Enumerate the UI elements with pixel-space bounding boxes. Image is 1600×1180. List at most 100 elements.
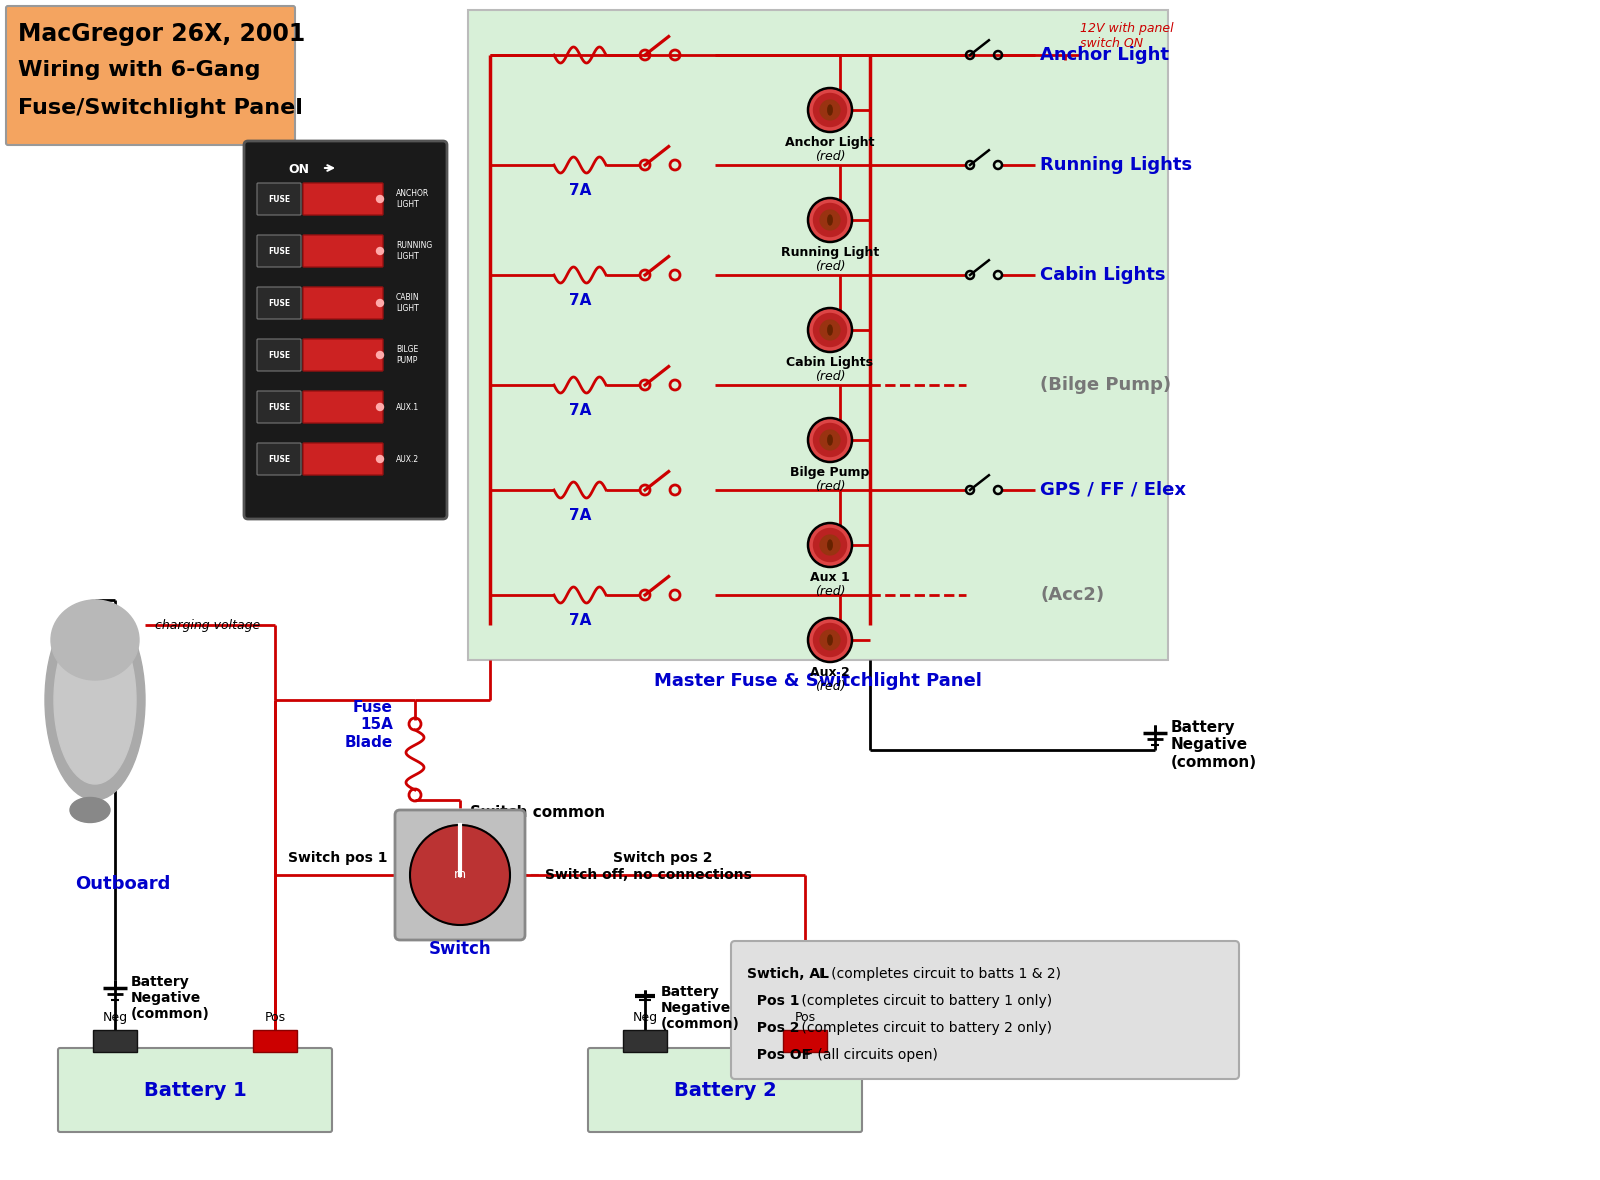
Circle shape [808, 418, 851, 463]
Text: (red): (red) [814, 260, 845, 273]
Text: (Acc2): (Acc2) [1040, 586, 1104, 604]
FancyBboxPatch shape [93, 1030, 138, 1053]
Text: Switch common: Switch common [470, 805, 605, 820]
Text: Wiring with 6-Gang: Wiring with 6-Gang [18, 60, 261, 80]
Text: (red): (red) [814, 371, 845, 384]
Circle shape [376, 455, 384, 463]
Text: Switch pos 1: Switch pos 1 [288, 851, 387, 865]
Text: 7A: 7A [570, 404, 590, 418]
Circle shape [376, 248, 384, 255]
Text: Swtich, AL: Swtich, AL [747, 966, 829, 981]
FancyBboxPatch shape [258, 442, 301, 476]
Text: Anchor Light: Anchor Light [1040, 46, 1170, 64]
FancyBboxPatch shape [258, 235, 301, 267]
Text: FUSE: FUSE [267, 299, 290, 308]
Text: MacGregor 26X, 2001: MacGregor 26X, 2001 [18, 22, 306, 46]
Text: charging voltage: charging voltage [155, 618, 261, 631]
Circle shape [821, 210, 840, 230]
Text: Pos 2: Pos 2 [747, 1021, 800, 1035]
Text: ON: ON [288, 163, 309, 176]
Text: (red): (red) [814, 150, 845, 163]
FancyBboxPatch shape [58, 1048, 333, 1132]
Circle shape [808, 308, 851, 352]
Text: Battery
Negative
(common): Battery Negative (common) [661, 985, 739, 1031]
FancyBboxPatch shape [258, 391, 301, 422]
Text: BILGE
PUMP: BILGE PUMP [397, 346, 418, 365]
Text: RUNNING
LIGHT: RUNNING LIGHT [397, 241, 432, 261]
Text: 7A: 7A [570, 612, 590, 628]
Circle shape [821, 535, 840, 555]
Text: Outboard: Outboard [75, 876, 170, 893]
Text: Switch pos 2: Switch pos 2 [613, 851, 712, 865]
Circle shape [376, 300, 384, 307]
Circle shape [410, 825, 510, 925]
Text: Running Light: Running Light [781, 245, 878, 258]
FancyBboxPatch shape [243, 140, 446, 519]
Ellipse shape [70, 798, 110, 822]
Circle shape [376, 404, 384, 411]
Text: Anchor Light: Anchor Light [786, 136, 875, 149]
FancyBboxPatch shape [258, 183, 301, 215]
FancyBboxPatch shape [302, 442, 382, 476]
Text: Cabin Lights: Cabin Lights [1040, 266, 1165, 284]
Circle shape [813, 424, 846, 457]
Ellipse shape [827, 324, 832, 335]
Text: FUSE: FUSE [267, 402, 290, 412]
Text: 7A: 7A [570, 509, 590, 523]
FancyBboxPatch shape [258, 339, 301, 371]
Circle shape [813, 93, 846, 126]
Ellipse shape [827, 635, 832, 645]
Circle shape [821, 630, 840, 650]
Ellipse shape [51, 599, 139, 680]
Text: Switch: Switch [429, 940, 491, 958]
Circle shape [808, 198, 851, 242]
Text: Neg: Neg [632, 1011, 658, 1024]
FancyBboxPatch shape [253, 1030, 298, 1053]
Text: (completes circuit to battery 1 only): (completes circuit to battery 1 only) [797, 994, 1053, 1008]
Circle shape [376, 196, 384, 203]
FancyBboxPatch shape [467, 9, 1168, 660]
Text: FUSE: FUSE [267, 350, 290, 360]
Text: (red): (red) [814, 585, 845, 598]
FancyBboxPatch shape [302, 235, 382, 267]
Text: Pos 1: Pos 1 [747, 994, 800, 1008]
Text: AUX.1: AUX.1 [397, 402, 419, 412]
Ellipse shape [54, 616, 136, 784]
FancyBboxPatch shape [782, 1030, 827, 1053]
Text: Neg: Neg [102, 1011, 128, 1024]
Circle shape [821, 430, 840, 450]
Text: Fuse
15A
Blade: Fuse 15A Blade [344, 700, 394, 749]
Text: F (all circuits open): F (all circuits open) [805, 1048, 938, 1062]
Circle shape [808, 88, 851, 132]
FancyBboxPatch shape [395, 809, 525, 940]
Text: AUX.2: AUX.2 [397, 454, 419, 464]
Text: m: m [454, 868, 466, 881]
Ellipse shape [827, 435, 832, 445]
FancyBboxPatch shape [302, 287, 382, 319]
FancyBboxPatch shape [6, 6, 294, 145]
Text: Battery 2: Battery 2 [674, 1081, 776, 1100]
Text: FUSE: FUSE [267, 195, 290, 203]
Text: 7A: 7A [570, 183, 590, 198]
Text: 12V with panel
switch ON: 12V with panel switch ON [1080, 22, 1174, 50]
Ellipse shape [827, 105, 832, 114]
Text: Aux 1: Aux 1 [810, 571, 850, 584]
Text: Running Lights: Running Lights [1040, 156, 1192, 173]
Text: Fuse/Switchlight Panel: Fuse/Switchlight Panel [18, 98, 302, 118]
Circle shape [813, 314, 846, 347]
Text: Master Fuse & Switchlight Panel: Master Fuse & Switchlight Panel [654, 671, 982, 690]
Text: Battery 1: Battery 1 [144, 1081, 246, 1100]
Text: GPS / FF / Elex: GPS / FF / Elex [1040, 481, 1186, 499]
Text: L (completes circuit to batts 1 & 2): L (completes circuit to batts 1 & 2) [819, 966, 1061, 981]
Text: FUSE: FUSE [267, 454, 290, 464]
Text: Cabin Lights: Cabin Lights [787, 356, 874, 369]
Text: Switch off, no connections: Switch off, no connections [546, 868, 752, 881]
Text: FUSE: FUSE [267, 247, 290, 256]
Text: 7A: 7A [570, 293, 590, 308]
FancyBboxPatch shape [302, 339, 382, 371]
Text: Battery
Negative
(common): Battery Negative (common) [131, 975, 210, 1022]
Text: Pos: Pos [264, 1011, 285, 1024]
Text: (completes circuit to battery 2 only): (completes circuit to battery 2 only) [797, 1021, 1053, 1035]
Text: ANCHOR
LIGHT: ANCHOR LIGHT [397, 189, 429, 209]
Circle shape [813, 623, 846, 656]
